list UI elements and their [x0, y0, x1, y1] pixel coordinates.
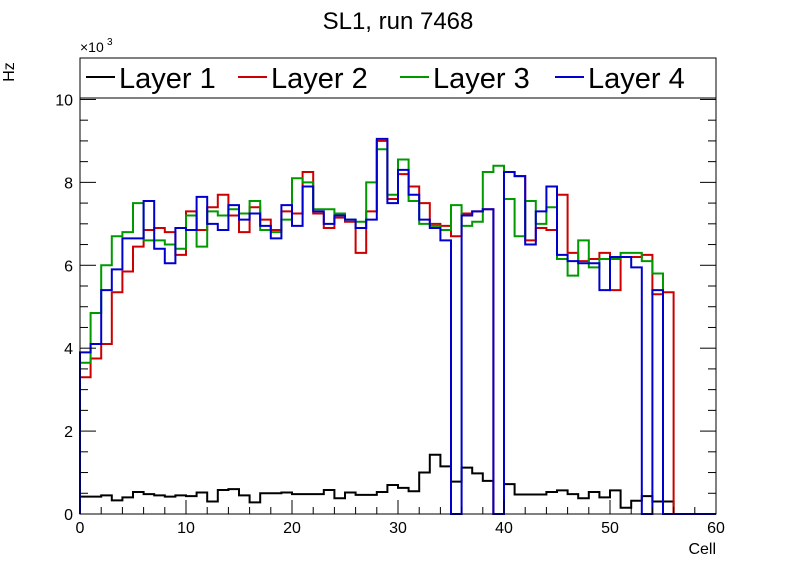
- x-tick-label: 10: [177, 520, 195, 537]
- plot-lines: [79, 137, 716, 515]
- y-multiplier-prefix: ×10: [80, 39, 104, 55]
- x-tick-label: 30: [389, 520, 407, 537]
- series-line-layer-4: [79, 137, 716, 515]
- y-tick-label: 8: [64, 175, 73, 192]
- y-tick-label: 10: [55, 92, 73, 109]
- x-tick-label: 0: [76, 520, 85, 537]
- legend-label-layer-4: Layer 4: [588, 63, 685, 95]
- y-axis-multiplier: ×10 3: [80, 37, 113, 55]
- legend-label-layer-3: Layer 3: [433, 63, 530, 95]
- x-tick-label: 60: [707, 520, 725, 537]
- axis-tick-labels: 0 10 20 30 40 50 60 0 2 4 6 8 10: [55, 92, 725, 537]
- x-axis-label: Cell: [688, 541, 716, 558]
- x-tick-label: 40: [495, 520, 513, 537]
- x-tick-label: 50: [601, 520, 619, 537]
- y-tick-label: 2: [64, 424, 73, 441]
- legend: Layer 1 Layer 2 Layer 3 Layer 4: [79, 57, 717, 99]
- chart-title: SL1, run 7468: [323, 8, 474, 35]
- legend-label-layer-1: Layer 1: [119, 63, 216, 95]
- legend-box: [79, 57, 717, 99]
- x-tick-label: 20: [283, 520, 301, 537]
- series-line-layer-1: [79, 453, 716, 515]
- y-tick-label: 4: [64, 341, 73, 358]
- y-axis-label: Hz: [1, 62, 18, 82]
- y-multiplier-exponent: 3: [107, 37, 113, 48]
- y-tick-label: 0: [64, 507, 73, 524]
- y-tick-label: 6: [64, 258, 73, 275]
- legend-label-layer-2: Layer 2: [271, 63, 368, 95]
